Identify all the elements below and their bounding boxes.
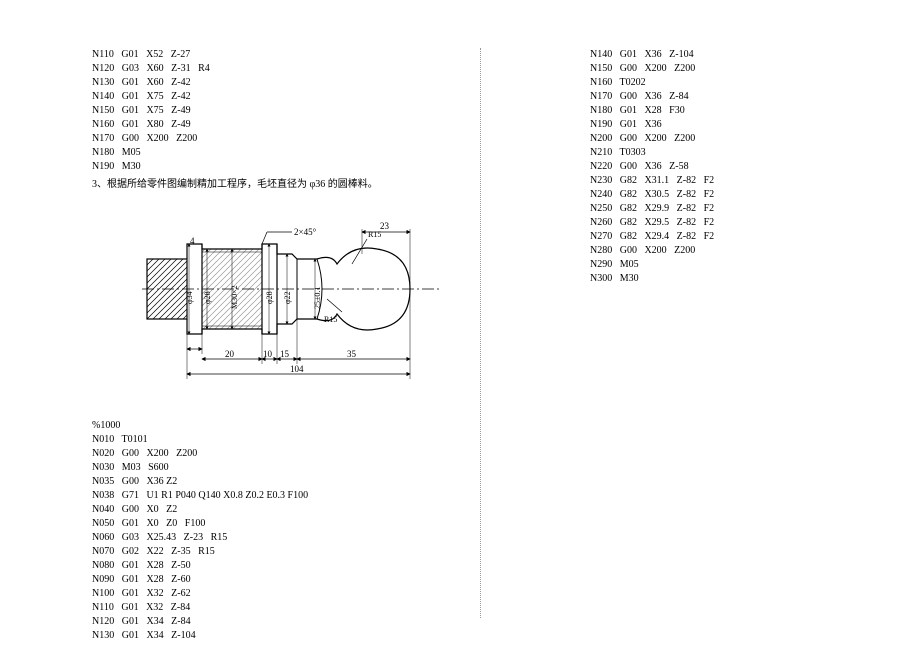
gcode-line: N200 G00 X200 Z200 [590, 132, 840, 146]
gcode-line: N190 M30 [92, 160, 462, 174]
svg-text:φ22: φ22 [283, 291, 292, 304]
gcode-line: N140 G01 X36 Z-104 [590, 48, 840, 62]
gcode-line: N120 G03 X60 Z-31 R4 [92, 62, 462, 76]
svg-text:φ28: φ28 [203, 291, 212, 304]
gcode-line: N020 G00 X200 Z200 [92, 447, 462, 461]
column-separator [480, 48, 481, 618]
gcode-line: N240 G82 X30.5 Z-82 F2 [590, 188, 840, 202]
svg-text:10: 10 [263, 349, 273, 359]
gcode-line: N100 G01 X32 Z-62 [92, 587, 462, 601]
part-diagram: 2×45° R15 R15 23 φ34 φ28 M30×2 φ28 φ22 2… [142, 204, 462, 397]
svg-text:M30×2: M30×2 [230, 285, 239, 309]
gcode-line: N035 G00 X36 Z2 [92, 475, 462, 489]
gcode-line: N170 G00 X36 Z-84 [590, 90, 840, 104]
gcode-line: N130 G01 X34 Z-104 [92, 629, 462, 643]
svg-text:23: 23 [380, 221, 390, 231]
svg-text:φ28: φ28 [265, 291, 274, 304]
gcode-line: N170 G00 X200 Z200 [92, 132, 462, 146]
gcode-line: N250 G82 X29.9 Z-82 F2 [590, 202, 840, 216]
svg-text:15: 15 [280, 349, 290, 359]
gcode-line: N150 G01 X75 Z-49 [92, 104, 462, 118]
gcode-line: N230 G82 X31.1 Z-82 F2 [590, 174, 840, 188]
gcode-line: N060 G03 X25.43 Z-23 R15 [92, 531, 462, 545]
gcode-line: N010 T0101 [92, 433, 462, 447]
gcode-line: N038 G71 U1 R1 P040 Q140 X0.8 Z0.2 E0.3 … [92, 489, 462, 503]
svg-text:4: 4 [190, 236, 195, 246]
gcode-line: N300 M30 [590, 272, 840, 286]
gcode-line: N270 G82 X29.4 Z-82 F2 [590, 230, 840, 244]
gcode-line: N090 G01 X28 Z-60 [92, 573, 462, 587]
program-header: %1000 [92, 419, 462, 433]
svg-text:35: 35 [347, 349, 357, 359]
gcode-line: N210 T0303 [590, 146, 840, 160]
gcode-line: N160 G01 X80 Z-49 [92, 118, 462, 132]
gcode-line: N110 G01 X32 Z-84 [92, 601, 462, 615]
gcode-line: N220 G00 X36 Z-58 [590, 160, 840, 174]
gcode-line: N280 G00 X200 Z200 [590, 244, 840, 258]
gcode-line: N260 G82 X29.5 Z-82 F2 [590, 216, 840, 230]
instruction-text: 3、根据所给零件图编制精加工程序，毛坯直径为 φ36 的圆棒料。 [92, 178, 462, 192]
gcode-line: N190 G01 X36 [590, 118, 840, 132]
svg-text:R15: R15 [368, 230, 381, 239]
gcode-line: N110 G01 X52 Z-27 [92, 48, 462, 62]
chamfer-label: 2×45° [294, 227, 317, 237]
svg-text:20: 20 [225, 349, 235, 359]
gcode-line: N080 G01 X28 Z-50 [92, 559, 462, 573]
gcode-line: N180 M05 [92, 146, 462, 160]
svg-text:104: 104 [290, 364, 304, 374]
gcode-line: N040 G00 X0 Z2 [92, 503, 462, 517]
gcode-line: N140 G01 X75 Z-42 [92, 90, 462, 104]
gcode-line: N070 G02 X22 Z-35 R15 [92, 545, 462, 559]
gcode-line: N130 G01 X60 Z-42 [92, 76, 462, 90]
gcode-line: N030 M03 S600 [92, 461, 462, 475]
gcode-line: N050 G01 X0 Z0 F100 [92, 517, 462, 531]
gcode-line: N180 G01 X28 F30 [590, 104, 840, 118]
svg-text:25±0.1: 25±0.1 [313, 287, 322, 309]
gcode-line: N160 T0202 [590, 76, 840, 90]
gcode-line: N120 G01 X34 Z-84 [92, 615, 462, 629]
gcode-line: N290 M05 [590, 258, 840, 272]
svg-text:φ34: φ34 [185, 291, 194, 304]
svg-text:R15: R15 [324, 315, 337, 324]
gcode-line: N150 G00 X200 Z200 [590, 62, 840, 76]
